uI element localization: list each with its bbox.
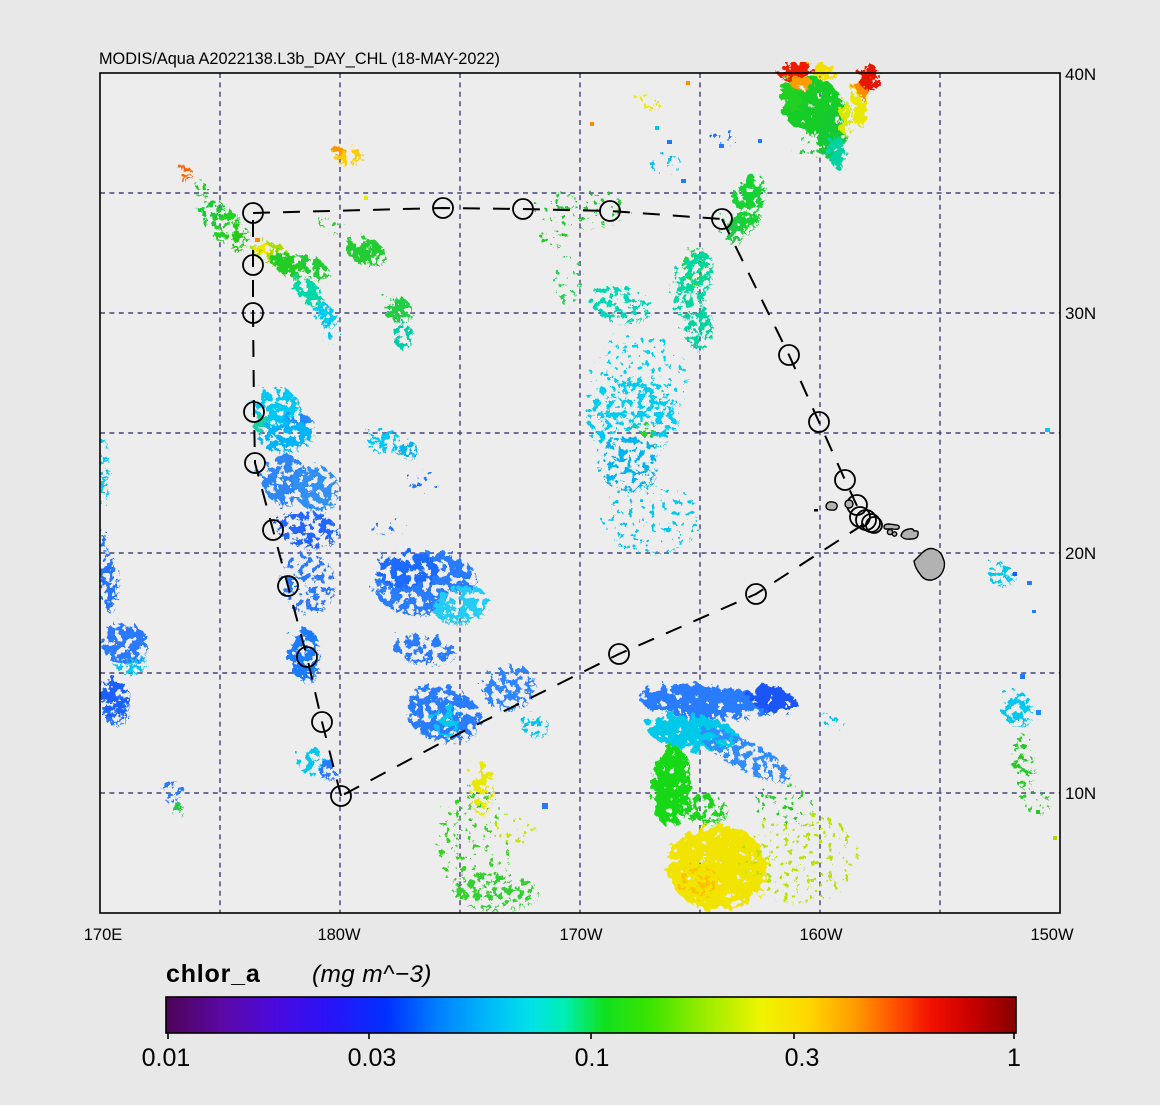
svg-text:10N: 10N (1065, 784, 1096, 803)
svg-text:30N: 30N (1065, 304, 1096, 323)
svg-text:40N: 40N (1065, 65, 1096, 84)
svg-text:180W: 180W (317, 926, 361, 944)
svg-text:150W: 150W (1030, 926, 1074, 944)
svg-text:chlor_a: chlor_a (166, 960, 261, 988)
svg-text:20N: 20N (1065, 544, 1096, 563)
svg-text:0.01: 0.01 (142, 1044, 191, 1072)
svg-text:170W: 170W (559, 926, 603, 944)
svg-text:0.1: 0.1 (575, 1044, 610, 1072)
svg-text:(mg m^−3): (mg m^−3) (312, 961, 432, 988)
svg-text:1: 1 (1007, 1044, 1021, 1072)
svg-text:0.3: 0.3 (785, 1044, 820, 1072)
svg-text:170E: 170E (84, 926, 123, 944)
svg-text:160W: 160W (799, 926, 843, 944)
svg-text:MODIS/Aqua A2022138.L3b_DAY_CH: MODIS/Aqua A2022138.L3b_DAY_CHL (18-MAY-… (99, 50, 500, 68)
svg-text:0.03: 0.03 (348, 1044, 397, 1072)
